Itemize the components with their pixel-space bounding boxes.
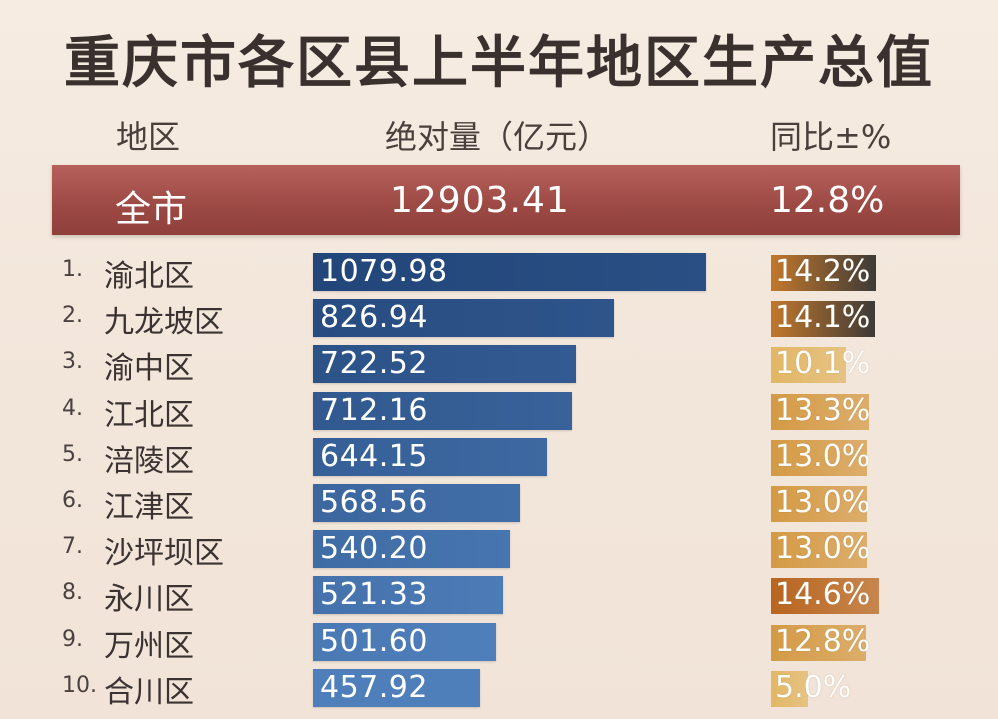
value-bar [313, 437, 547, 476]
total-yoy: 12.8% [770, 180, 885, 221]
row-region-label: 万州区 [104, 628, 194, 664]
yoy-bar [771, 624, 866, 661]
yoy-label: 13.0% [775, 531, 871, 567]
yoy-bar [771, 347, 846, 384]
row-rank: 4. [62, 395, 83, 421]
row-region-label: 江津区 [104, 490, 194, 525]
value-bar [313, 530, 510, 569]
value-bar [313, 253, 706, 291]
yoy-bar [771, 670, 808, 707]
row-rank: 9. [62, 626, 83, 652]
chart-title: 重庆市各区县上半年地区生产总值 [64, 31, 934, 96]
value-bar-label: 521.33 [320, 577, 428, 613]
value-bar [313, 484, 520, 522]
value-bar-label: 712.16 [320, 392, 428, 428]
row-rank: 1. [62, 257, 83, 282]
row-region-label: 合川区 [104, 674, 194, 710]
row-rank: 3. [62, 349, 83, 375]
total-value: 12903.41 [390, 180, 570, 221]
value-bar [313, 622, 496, 661]
row-rank: 8. [62, 580, 83, 606]
yoy-bar [771, 578, 879, 615]
value-bar-label: 540.20 [320, 531, 428, 567]
column-header-value: 绝对量（亿元） [385, 118, 610, 156]
value-bar-label: 1079.98 [320, 254, 448, 289]
row-rank: 5. [62, 441, 83, 467]
row-region-label: 永川区 [104, 582, 194, 618]
yoy-bar [771, 486, 867, 522]
row-region-label: 渝北区 [104, 259, 194, 294]
value-bar-label: 644.15 [320, 438, 428, 474]
row-rank: 7. [62, 534, 83, 560]
row-rank: 10. [62, 672, 97, 698]
row-rank: 2. [62, 303, 83, 329]
yoy-label: 12.8% [775, 623, 871, 659]
yoy-label: 5.0% [775, 669, 852, 705]
yoy-label: 14.2% [775, 254, 871, 289]
yoy-label: 14.1% [775, 300, 871, 336]
yoy-bar [771, 393, 869, 430]
value-bar-label: 722.52 [320, 346, 428, 382]
value-bar [313, 668, 480, 707]
value-bar [313, 299, 614, 338]
total-row-bar [52, 165, 960, 235]
row-region-label: 江北区 [104, 397, 194, 433]
column-header-region: 地区 [116, 118, 181, 156]
row-region-label: 沙坪坝区 [104, 536, 224, 572]
row-region-label: 九龙坡区 [104, 305, 224, 341]
value-bar [313, 391, 572, 430]
column-header-yoy: 同比±% [770, 118, 892, 156]
yoy-bar [771, 255, 876, 291]
value-bar [313, 345, 576, 384]
row-region-label: 涪陵区 [104, 443, 194, 479]
yoy-bar [771, 439, 867, 476]
yoy-bar [771, 301, 875, 338]
value-bar-label: 826.94 [320, 300, 428, 336]
value-bar [313, 576, 503, 615]
yoy-label: 13.3% [775, 392, 871, 428]
value-bar-label: 568.56 [320, 485, 428, 520]
total-label: 全市 [115, 189, 188, 230]
row-region-label: 渝中区 [104, 351, 194, 387]
yoy-bar [771, 532, 867, 569]
row-rank: 6. [62, 488, 83, 513]
yoy-label: 13.0% [775, 485, 871, 520]
yoy-label: 13.0% [775, 438, 871, 474]
yoy-label: 10.1% [775, 346, 871, 382]
value-bar-label: 501.60 [320, 623, 428, 659]
yoy-label: 14.6% [775, 577, 871, 613]
value-bar-label: 457.92 [320, 669, 428, 705]
